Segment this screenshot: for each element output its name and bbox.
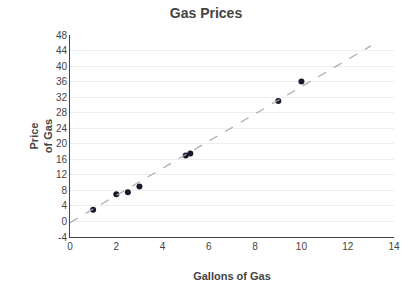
svg-text:12: 12: [56, 169, 68, 180]
svg-text:-4: -4: [58, 232, 67, 243]
svg-text:40: 40: [56, 61, 68, 72]
svg-text:8: 8: [252, 241, 258, 252]
svg-text:4: 4: [61, 200, 67, 211]
svg-text:28: 28: [56, 107, 68, 118]
svg-text:20: 20: [56, 138, 68, 149]
svg-text:6: 6: [206, 241, 212, 252]
svg-text:0: 0: [67, 241, 73, 252]
svg-text:24: 24: [56, 123, 68, 134]
svg-text:Gallons of Gas: Gallons of Gas: [193, 270, 271, 282]
svg-text:36: 36: [56, 76, 68, 87]
svg-text:Gas Prices: Gas Prices: [170, 5, 243, 21]
svg-text:2: 2: [114, 241, 120, 252]
svg-text:32: 32: [56, 92, 68, 103]
svg-text:12: 12: [342, 241, 354, 252]
svg-text:10: 10: [296, 241, 308, 252]
svg-text:14: 14: [388, 241, 400, 252]
svg-text:Priceof Gas: Priceof Gas: [28, 119, 54, 153]
svg-text:4: 4: [160, 241, 166, 252]
svg-text:8: 8: [61, 185, 67, 196]
svg-text:16: 16: [56, 154, 68, 165]
svg-text:44: 44: [56, 45, 68, 56]
svg-text:0: 0: [61, 216, 67, 227]
svg-text:48: 48: [56, 30, 68, 41]
